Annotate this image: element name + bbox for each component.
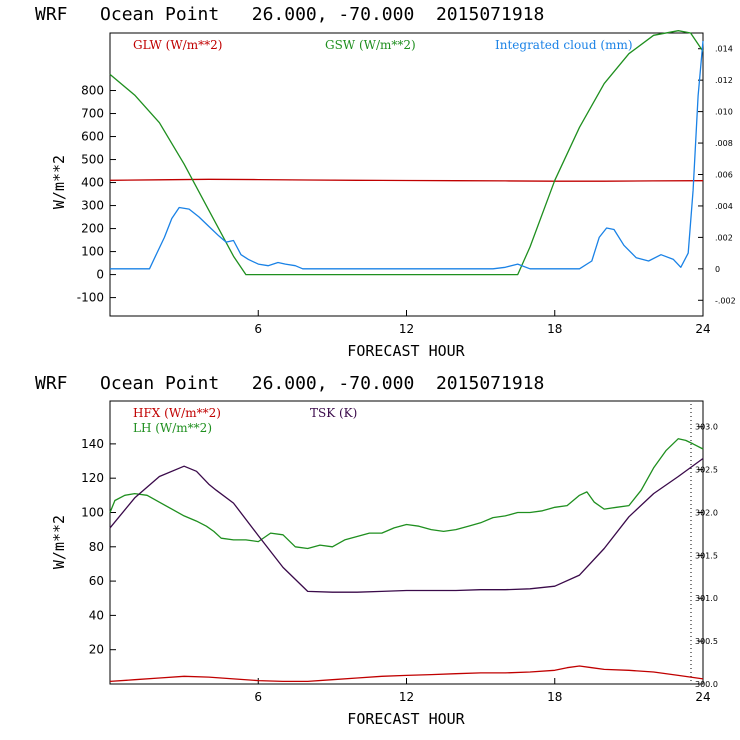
top-plot-frame <box>109 32 704 317</box>
series-line-blue <box>110 40 704 270</box>
x-tick-label: 6 <box>254 322 262 336</box>
y2-tick-label: .004 <box>715 202 733 211</box>
y2-tick-label: .012 <box>715 76 733 85</box>
bottom-xlabel: FORECAST HOUR <box>347 710 465 728</box>
legend-lh: LH (W/m**2) <box>133 421 212 435</box>
y-tick-label: 400 <box>81 176 104 190</box>
x-tick-label: 6 <box>254 690 262 704</box>
y2-tick-label: .014 <box>715 45 733 54</box>
x-tick-label: 18 <box>547 690 562 704</box>
y2-tick-label: 302.0 <box>695 508 718 517</box>
top-chart: WRF Ocean Point 26.000, -70.000 20150719… <box>35 4 736 360</box>
y2-tick-label: .002 <box>715 233 733 242</box>
legend-glw: GLW (W/m**2) <box>133 38 222 52</box>
y2-tick-label: 302.5 <box>695 466 718 475</box>
y2-tick-label: .006 <box>715 171 733 180</box>
y2-tick-label: 303.0 <box>695 423 718 432</box>
series-line-green <box>109 438 704 550</box>
legend-hfx: HFX (W/m**2) <box>133 406 221 420</box>
bottom-chart-title: WRF Ocean Point 26.000, -70.000 20150719… <box>35 373 544 394</box>
y2-tick-label: -.002 <box>715 296 736 305</box>
series-line-purple <box>109 457 704 593</box>
y-tick-label: 200 <box>81 222 104 236</box>
y-tick-label: 100 <box>81 245 104 259</box>
x-tick-label: 12 <box>399 690 414 704</box>
y-tick-label: 600 <box>81 130 104 144</box>
y-tick-label: 700 <box>81 107 104 121</box>
x-tick-label: 12 <box>399 322 414 336</box>
bottom-chart: WRF Ocean Point 26.000, -70.000 20150719… <box>35 373 718 728</box>
x-tick-label: 24 <box>695 690 710 704</box>
y-tick-label: 0 <box>96 268 104 282</box>
top-ylabel: W/m**2 <box>50 155 68 209</box>
y-tick-label: 100 <box>81 505 104 519</box>
y-tick-label: 60 <box>89 574 104 588</box>
bottom-ylabel: W/m**2 <box>50 515 68 569</box>
top-chart-title: WRF Ocean Point 26.000, -70.000 20150719… <box>35 4 544 25</box>
x-tick-label: 24 <box>695 322 710 336</box>
top-xlabel: FORECAST HOUR <box>347 342 465 360</box>
y2-tick-label: 301.0 <box>695 594 718 603</box>
y-tick-label: 300 <box>81 199 104 213</box>
series-line-red <box>109 178 704 182</box>
x-tick-label: 18 <box>547 322 562 336</box>
y-tick-label: 140 <box>81 437 104 451</box>
y-tick-label: 20 <box>89 643 104 657</box>
y2-tick-label: .010 <box>715 108 733 117</box>
y-tick-label: -100 <box>77 291 104 305</box>
legend-tsk: TSK (K) <box>310 406 357 420</box>
y2-tick-label: 301.5 <box>695 551 718 560</box>
y-tick-label: 120 <box>81 471 104 485</box>
y-tick-label: 40 <box>89 608 104 622</box>
y-tick-label: 80 <box>89 540 104 554</box>
series-line-red <box>109 665 704 683</box>
y2-tick-label: 300.0 <box>695 680 718 689</box>
y2-tick-label: 300.5 <box>695 637 718 646</box>
y2-tick-label: 0 <box>715 265 720 274</box>
legend-gsw: GSW (W/m**2) <box>325 38 416 52</box>
y-tick-label: 500 <box>81 153 104 167</box>
y-tick-label: 800 <box>81 84 104 98</box>
legend-cloud: Integrated cloud (mm) <box>495 38 633 52</box>
y2-tick-label: .008 <box>715 139 733 148</box>
bottom-plot-frame <box>109 400 704 685</box>
series-line-green <box>109 30 704 276</box>
